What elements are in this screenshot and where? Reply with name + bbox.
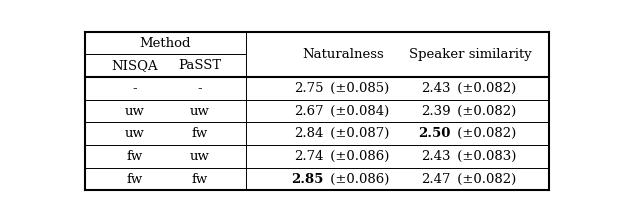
Text: 2.67: 2.67: [294, 105, 324, 118]
Text: -: -: [197, 82, 201, 95]
Text: fw: fw: [127, 172, 143, 185]
Text: uw: uw: [190, 105, 210, 118]
Text: fw: fw: [127, 150, 143, 163]
Text: uw: uw: [125, 105, 145, 118]
Text: 2.43: 2.43: [421, 150, 451, 163]
Text: (±0.082): (±0.082): [453, 105, 517, 118]
Text: uw: uw: [125, 127, 145, 140]
Text: -: -: [132, 82, 137, 95]
Text: (±0.086): (±0.086): [326, 150, 390, 163]
Text: (±0.082): (±0.082): [453, 82, 517, 95]
Text: fw: fw: [191, 127, 208, 140]
Text: 2.39: 2.39: [421, 105, 451, 118]
Text: 2.50: 2.50: [418, 127, 451, 140]
Text: (±0.084): (±0.084): [326, 105, 389, 118]
Text: 2.47: 2.47: [421, 172, 451, 185]
Text: (±0.086): (±0.086): [326, 172, 390, 185]
Text: (±0.082): (±0.082): [453, 127, 517, 140]
Text: fw: fw: [191, 172, 208, 185]
Text: Method: Method: [140, 37, 191, 50]
Text: 2.84: 2.84: [295, 127, 324, 140]
Text: uw: uw: [190, 150, 210, 163]
Text: Naturalness: Naturalness: [302, 48, 384, 61]
Text: (±0.083): (±0.083): [453, 150, 517, 163]
Text: 2.85: 2.85: [292, 172, 324, 185]
Text: (±0.082): (±0.082): [453, 172, 517, 185]
Text: NISQA: NISQA: [111, 59, 158, 72]
Text: PaSST: PaSST: [178, 59, 221, 72]
Text: 2.74: 2.74: [294, 150, 324, 163]
Text: (±0.085): (±0.085): [326, 82, 389, 95]
Text: 2.43: 2.43: [421, 82, 451, 95]
Text: Speaker similarity: Speaker similarity: [408, 48, 531, 61]
Text: 2.75: 2.75: [294, 82, 324, 95]
Text: (±0.087): (±0.087): [326, 127, 390, 140]
